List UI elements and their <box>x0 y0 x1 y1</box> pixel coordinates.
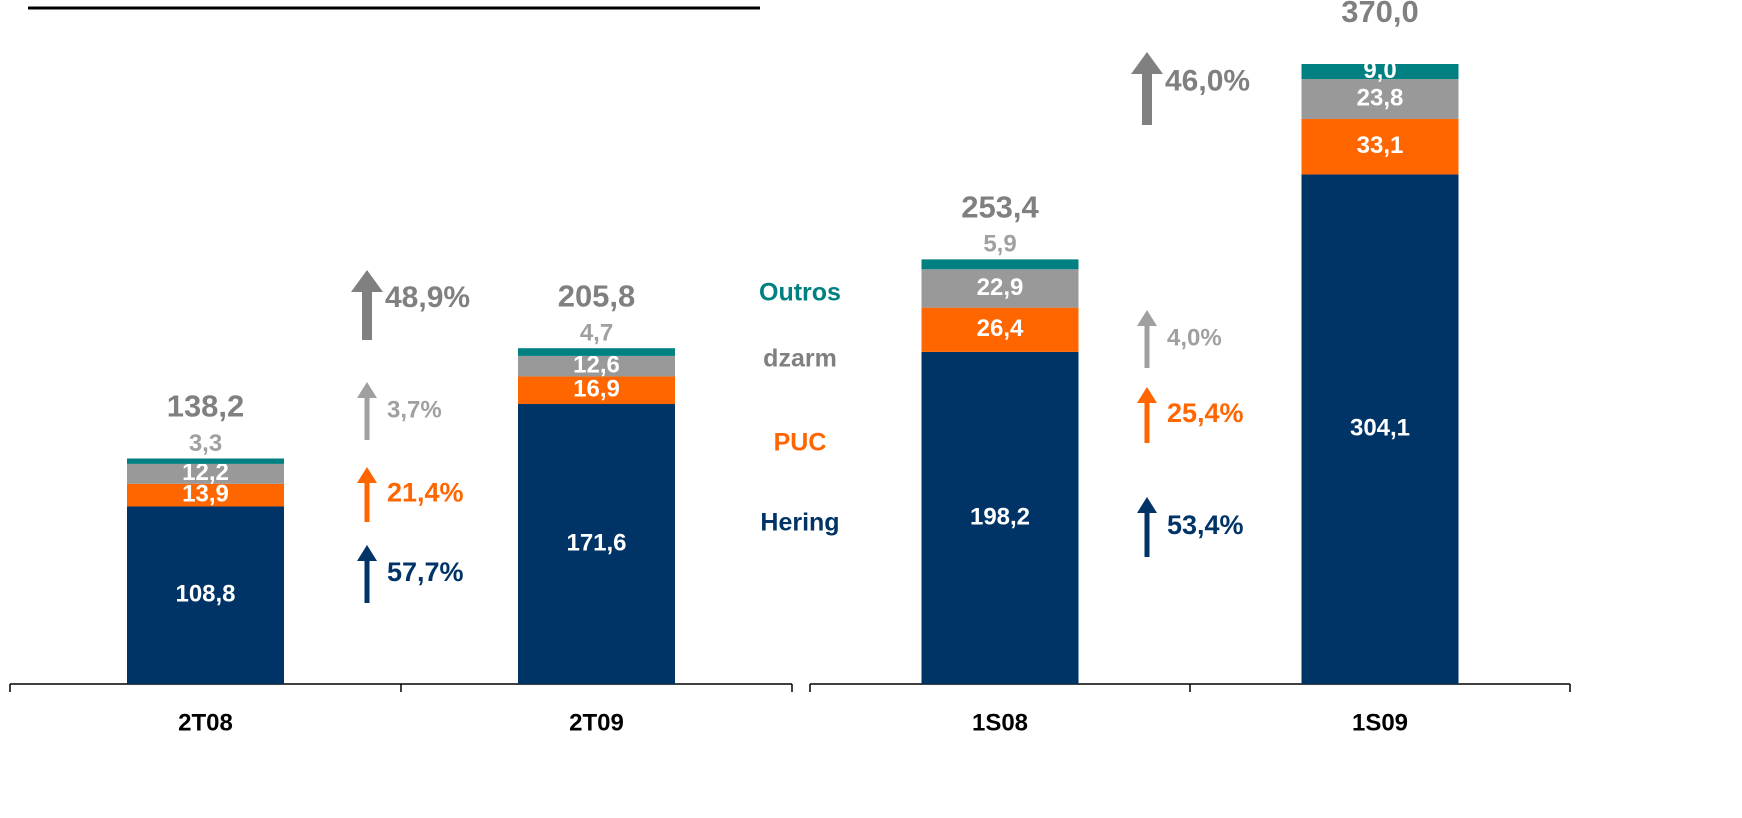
growth-arrow <box>1131 52 1163 125</box>
bar-segment <box>921 269 1079 308</box>
growth-label: 53,4% <box>1167 510 1244 540</box>
value-label: 198,2 <box>970 503 1030 530</box>
value-label: 9,0 <box>1363 57 1396 84</box>
legend-label: PUC <box>774 429 827 457</box>
growth-label: 46,0% <box>1165 64 1250 97</box>
growth-arrow <box>1137 497 1157 557</box>
legend-label: Hering <box>760 509 839 537</box>
total-label: 138,2 <box>167 389 245 424</box>
value-label: 16,9 <box>573 376 620 403</box>
value-label: 171,6 <box>566 529 626 556</box>
value-label: 22,9 <box>977 274 1024 301</box>
value-label: 23,8 <box>1357 84 1404 111</box>
bar-segment <box>127 506 284 684</box>
bar-segment <box>1301 64 1459 80</box>
total-label: 370,0 <box>1341 0 1419 29</box>
bar-segment <box>921 259 1079 270</box>
bar-segment <box>518 348 675 356</box>
growth-arrow <box>351 270 383 340</box>
value-label: 13,9 <box>182 480 229 507</box>
bar-segment <box>518 404 675 684</box>
bar-segment <box>1301 118 1459 175</box>
value-label: 26,4 <box>977 315 1024 342</box>
bar-segment <box>1301 79 1459 119</box>
growth-label: 25,4% <box>1167 398 1244 428</box>
legend-label: Outros <box>759 279 841 307</box>
bar-segment <box>518 376 675 405</box>
growth-arrow <box>357 467 377 522</box>
bar-segment <box>518 355 675 377</box>
growth-arrow <box>357 382 377 440</box>
bar-segment <box>1301 174 1459 684</box>
x-tick-label: 1S09 <box>1352 709 1408 736</box>
bar-segment <box>921 307 1079 352</box>
growth-label: 4,0% <box>1167 324 1222 351</box>
growth-arrow <box>1137 310 1157 368</box>
x-tick-label: 1S08 <box>972 709 1028 736</box>
total-label: 253,4 <box>961 190 1039 225</box>
growth-arrow <box>1137 387 1157 443</box>
value-label: 108,8 <box>175 581 235 608</box>
value-label: 33,1 <box>1357 132 1404 159</box>
value-label: 5,9 <box>983 231 1016 258</box>
bar-segment <box>921 351 1079 684</box>
value-label: 4,7 <box>580 320 613 347</box>
growth-label: 48,9% <box>385 281 470 314</box>
growth-label: 57,7% <box>387 557 464 587</box>
value-label: 304,1 <box>1350 415 1410 442</box>
growth-arrow <box>357 545 377 603</box>
bar-segment <box>127 483 284 507</box>
bar-segment <box>127 458 284 464</box>
x-tick-label: 2T08 <box>178 709 233 736</box>
legend-label: dzarm <box>763 345 837 373</box>
growth-label: 3,7% <box>387 396 442 423</box>
growth-label: 21,4% <box>387 478 464 508</box>
value-label: 12,6 <box>573 352 620 379</box>
total-label: 205,8 <box>558 278 636 313</box>
bar-segment <box>127 463 284 484</box>
x-tick-label: 2T09 <box>569 709 624 736</box>
value-label: 3,3 <box>189 430 222 457</box>
